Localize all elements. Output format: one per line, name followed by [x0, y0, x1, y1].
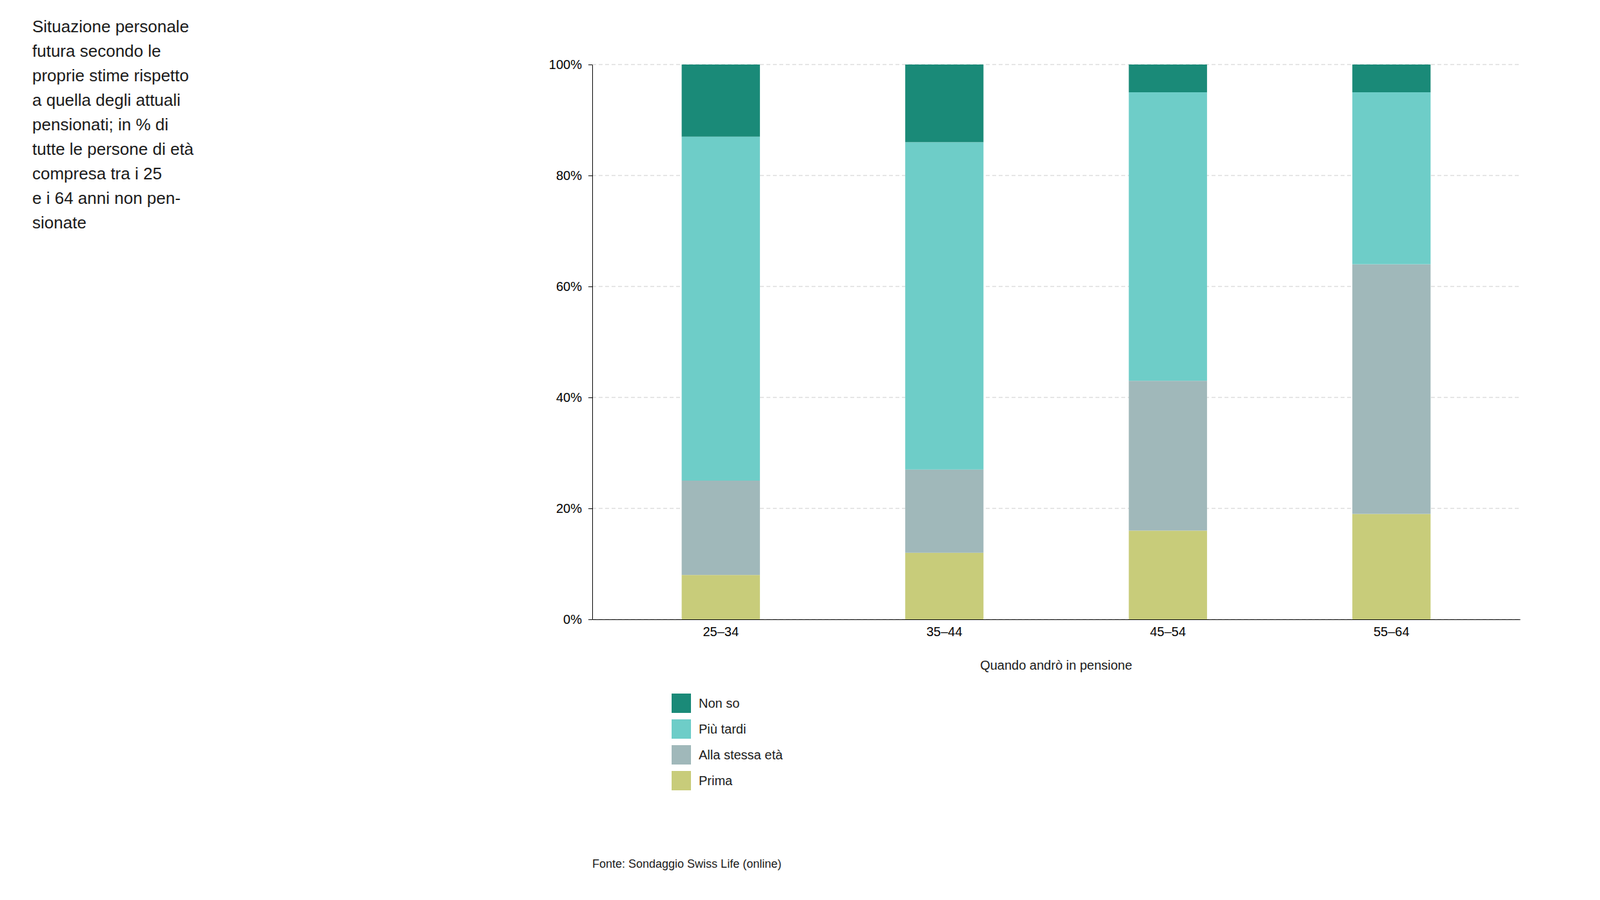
- title-line: pensionati; in % di: [32, 114, 169, 135]
- x-tick-label: 45–54: [1149, 624, 1186, 639]
- bar: [1129, 92, 1208, 381]
- x-tick-label: 35–44: [926, 624, 963, 639]
- bar: [681, 64, 760, 137]
- source: Fonte: Sondaggio Swiss Life (online): [592, 857, 782, 871]
- x-tick-label: 25–34: [702, 624, 739, 639]
- title-line: tutte le persone di età: [32, 139, 195, 159]
- bar: [1352, 514, 1431, 620]
- legend-item: Più tardi: [671, 719, 746, 739]
- bar: [905, 141, 984, 470]
- grid: [592, 64, 1520, 620]
- title: Situazione personale futura secondo le pro…: [32, 16, 195, 233]
- y-tick-mark: [588, 64, 593, 66]
- x-tick-label: 55–64: [1373, 624, 1410, 639]
- y-tick-label: 100%: [549, 57, 582, 72]
- title-line: Situazione personale: [32, 16, 190, 37]
- title-line: compresa tra i 25: [32, 163, 162, 184]
- y-tick-label: 40%: [556, 390, 582, 405]
- x-tick: 55–64: [1373, 624, 1410, 639]
- y-tick-label: 0%: [563, 612, 582, 627]
- legend-item: Prima: [671, 770, 733, 791]
- legend-label: Prima: [698, 773, 733, 788]
- bar-series: [681, 514, 1431, 620]
- legend-swatch: [671, 693, 691, 713]
- bar: [905, 552, 984, 620]
- legend-label: Alla stessa età: [698, 747, 784, 762]
- x-axis: 25–34 35–44 45–54 55–64: [592, 620, 1521, 640]
- bar: [1129, 530, 1208, 620]
- legend-label: Più tardi: [698, 721, 746, 737]
- bar-series: [681, 264, 1431, 576]
- x-tick: 35–44: [926, 624, 963, 639]
- y-tick-label: 60%: [556, 279, 582, 294]
- plot-area: [681, 64, 1431, 620]
- legend-swatch: [671, 770, 691, 791]
- bar: [1129, 380, 1208, 531]
- y-tick: 80%: [556, 168, 593, 183]
- y-tick-label: 80%: [556, 168, 582, 183]
- bar: [905, 64, 984, 142]
- bar: [1352, 264, 1431, 515]
- x-axis-line: [592, 619, 1521, 620]
- bar: [681, 480, 760, 575]
- x-axis-title: Quando andrò in pensione: [980, 658, 1133, 673]
- legend-item: Non so: [671, 693, 740, 713]
- bar: [905, 469, 984, 553]
- x-tick: 45–54: [1149, 624, 1186, 639]
- title-line: a quella degli attuali: [32, 90, 181, 110]
- legend: Non so Più tardi Alla stessa età Prima: [671, 693, 784, 791]
- y-tick-mark: [588, 286, 593, 288]
- legend-swatch: [671, 719, 691, 739]
- y-tick-mark: [588, 508, 593, 510]
- bar-series: [681, 64, 1431, 142]
- y-tick: 20%: [556, 501, 593, 516]
- chart-root: Situazione personale futura secondo le pro…: [0, 0, 1600, 900]
- y-tick-label: 20%: [556, 501, 582, 516]
- y-tick-mark: [588, 619, 593, 620]
- y-tick: 40%: [556, 390, 593, 405]
- legend-label: Non so: [698, 696, 740, 711]
- title-line: e i 64 anni non pen-: [32, 188, 181, 208]
- title-line: futura secondo le: [32, 41, 161, 61]
- y-axis: 0% 20% 40% 60% 80% 100%: [549, 57, 593, 627]
- y-axis-line: [592, 65, 593, 620]
- y-tick-mark: [588, 397, 593, 399]
- y-tick: 100%: [549, 57, 593, 72]
- title-line: proprie stime rispetto: [32, 65, 190, 86]
- y-tick: 60%: [556, 279, 593, 294]
- y-tick-mark: [588, 175, 593, 177]
- bar: [1352, 92, 1431, 265]
- bar: [681, 136, 760, 481]
- y-tick: 0%: [563, 612, 593, 627]
- title-line: sionate: [32, 212, 87, 233]
- x-tick: 25–34: [702, 624, 739, 639]
- bar: [1129, 64, 1208, 93]
- legend-item: Alla stessa età: [671, 745, 784, 765]
- bar-series: [681, 92, 1431, 481]
- bar: [681, 574, 760, 620]
- legend-swatch: [671, 745, 691, 765]
- bar: [1352, 64, 1431, 93]
